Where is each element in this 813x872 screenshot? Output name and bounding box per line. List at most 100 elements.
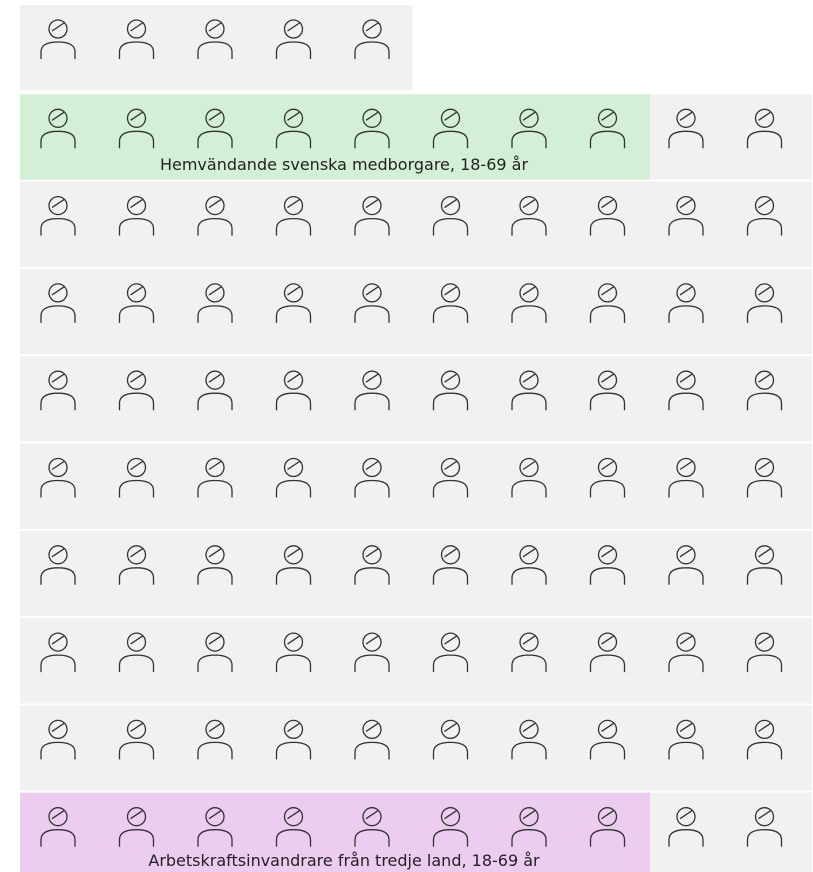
icon-hair: [287, 199, 300, 209]
icon-hair: [51, 635, 65, 645]
person-icon: [354, 457, 390, 498]
person-icon: [354, 807, 390, 847]
icon-body: [511, 567, 547, 585]
icon-hair: [208, 635, 222, 645]
icon-body: [589, 829, 626, 847]
icon-head: [126, 370, 147, 390]
person-icon: [275, 195, 312, 236]
person-icon: [197, 632, 233, 673]
icon-head: [362, 195, 382, 216]
icon-body: [432, 130, 469, 149]
icon-hair: [601, 286, 614, 296]
icon-head: [440, 195, 461, 216]
icon-body: [354, 130, 390, 149]
icon-body: [40, 392, 76, 411]
icon-body: [118, 217, 155, 236]
icon-body: [354, 217, 390, 236]
person-icon: [118, 807, 155, 847]
icon-body: [668, 567, 704, 585]
icon-head: [283, 283, 304, 303]
icon-body: [668, 305, 704, 323]
icon-hair: [51, 199, 65, 209]
icon-hair: [208, 199, 222, 209]
icon-hair: [679, 286, 693, 296]
icon-hair: [51, 111, 65, 121]
icon-head: [440, 545, 461, 565]
icon-body: [40, 217, 76, 236]
person-icon: [511, 457, 547, 498]
person-icon: [197, 370, 233, 411]
icon-body: [746, 305, 783, 323]
icon-hair: [758, 111, 771, 121]
icon-head: [48, 719, 68, 740]
icon-hair: [601, 199, 614, 209]
icon-head: [597, 370, 618, 390]
icon-body: [354, 829, 390, 847]
person-icon: [746, 195, 783, 236]
icon-body: [432, 479, 469, 498]
icon-body: [275, 654, 312, 673]
icon-hair: [208, 286, 222, 296]
icon-hair: [51, 460, 65, 471]
icon-hair: [444, 199, 457, 209]
icon-hair: [208, 373, 222, 383]
icon-hair: [444, 111, 457, 121]
icon-hair: [130, 22, 143, 32]
person-icon: [432, 807, 469, 847]
icon-body: [275, 741, 312, 760]
row-background: [20, 618, 812, 704]
person-icon: [354, 719, 390, 760]
icon-body: [40, 130, 76, 149]
icon-body: [354, 392, 390, 411]
person-icon: [511, 195, 547, 236]
icon-head: [519, 108, 539, 128]
icon-body: [118, 392, 155, 411]
icon-head: [362, 283, 382, 303]
icon-head: [48, 108, 68, 128]
row-background: [20, 443, 812, 529]
icon-hair: [287, 111, 300, 121]
icon-head: [754, 108, 775, 128]
icon-body: [275, 567, 312, 585]
icon-head: [676, 632, 696, 652]
icon-body: [432, 741, 469, 760]
icon-body: [668, 479, 704, 498]
person-icon: [40, 457, 76, 498]
icon-body: [589, 741, 626, 760]
icon-body: [118, 741, 155, 760]
person-icon: [511, 370, 547, 411]
icon-hair: [51, 548, 65, 558]
icon-head: [126, 807, 147, 827]
person-icon: [589, 807, 626, 847]
icon-head: [597, 108, 618, 128]
icon-head: [205, 457, 225, 478]
icon-head: [205, 195, 225, 216]
icon-head: [362, 457, 382, 478]
icon-head: [519, 632, 539, 652]
icon-head: [205, 719, 225, 740]
icon-hair: [758, 722, 771, 732]
icon-head: [283, 108, 304, 128]
icon-hair: [365, 373, 379, 383]
person-icon: [668, 632, 704, 673]
person-icon: [589, 283, 626, 323]
icon-hair: [679, 199, 693, 209]
person-icon: [511, 632, 547, 673]
person-icon: [40, 807, 76, 847]
icon-head: [440, 719, 461, 740]
person-icon: [746, 283, 783, 323]
icon-hair: [208, 548, 222, 558]
person-icon: [197, 807, 233, 847]
person-icon: [589, 457, 626, 498]
icon-hair: [444, 635, 457, 645]
icon-hair: [758, 286, 771, 296]
icon-head: [754, 457, 775, 478]
icon-hair: [679, 460, 693, 471]
icon-hair: [679, 810, 693, 820]
person-icon: [197, 283, 233, 323]
person-icon: [746, 108, 783, 149]
icon-body: [197, 41, 233, 59]
person-icon: [746, 457, 783, 498]
group-label: Arbetskraftsinvandrare från tredje land,…: [148, 851, 540, 870]
row-background: [20, 356, 812, 442]
